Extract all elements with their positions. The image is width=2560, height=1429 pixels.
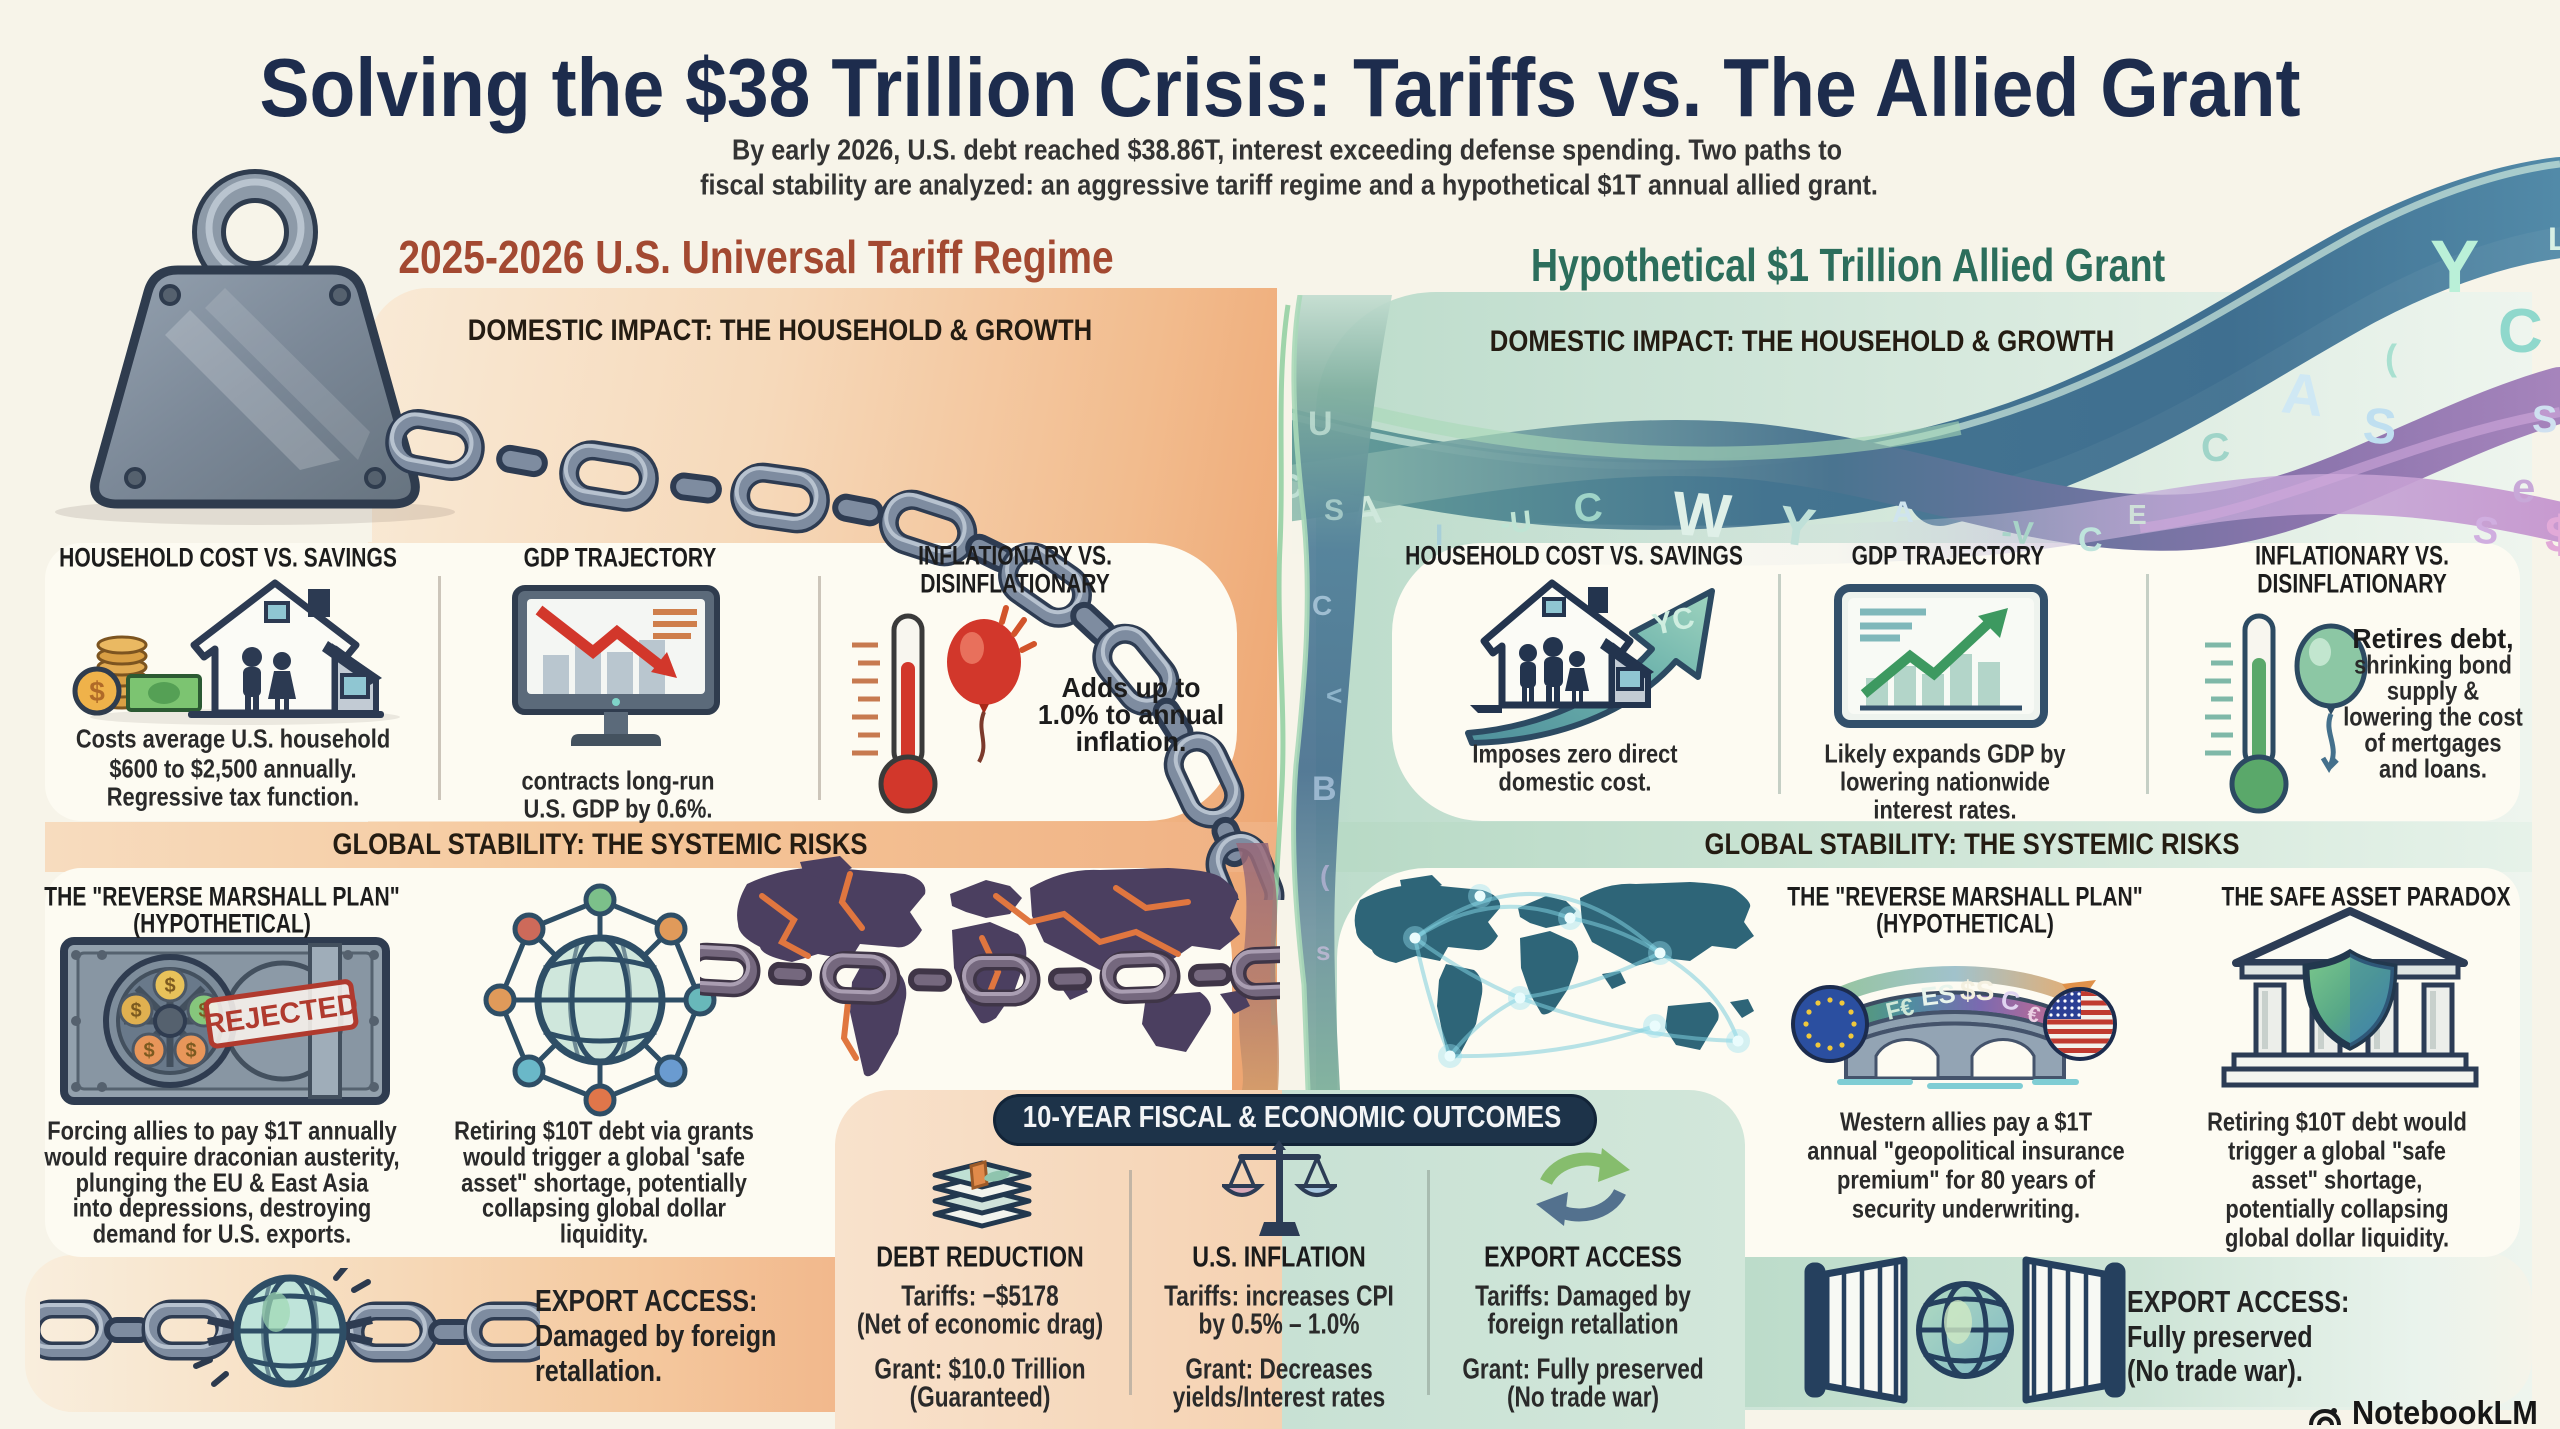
svg-text:<: < [1326,680,1342,711]
svg-text:W: W [1670,479,1734,552]
svg-text:$: $ [89,676,105,707]
svg-text:C: C [1999,984,2022,1016]
svg-text:$: $ [164,975,175,997]
svg-text:(: ( [1320,860,1330,891]
svg-text:$: $ [143,1040,154,1062]
svg-text:$: $ [185,1040,196,1062]
svg-text:S: S [2471,509,2501,553]
svg-text:B: B [1312,770,1337,808]
svg-text:s: s [1316,936,1330,966]
svg-text:C: C [2498,297,2543,366]
svg-text:ES: ES [1919,978,1957,1012]
svg-text:$: $ [130,1000,141,1022]
svg-text:C: C [2200,425,2232,471]
svg-text:S: S [2532,399,2557,441]
svg-text:A: A [1892,496,1914,529]
svg-text:S: S [2361,397,2398,455]
svg-text:$: $ [2545,506,2560,564]
svg-text:e: e [2512,464,2535,511]
svg-text:€: € [2025,1001,2043,1028]
svg-text:C: C [1312,590,1332,621]
svg-text:C: C [1572,485,1604,531]
svg-text:L: L [2548,221,2560,257]
svg-text:(: ( [2385,337,2397,378]
svg-text:Y: Y [1775,495,1819,559]
svg-text:I: I [1435,519,1443,552]
svg-text:-V: -V [2000,513,2035,551]
svg-text:E: E [2128,499,2147,530]
svg-text:S: S [1324,494,1344,527]
svg-text:Y: Y [2430,225,2479,308]
svg-text:F€: F€ [1883,993,1916,1026]
svg-text:-U: -U [1498,505,1533,541]
svg-text:U: U [1308,405,1333,443]
svg-text:$: $ [198,1000,209,1022]
svg-text:$S: $S [1960,975,1994,1006]
svg-text:C: C [2078,521,2103,559]
svg-text:A: A [2279,360,2327,429]
